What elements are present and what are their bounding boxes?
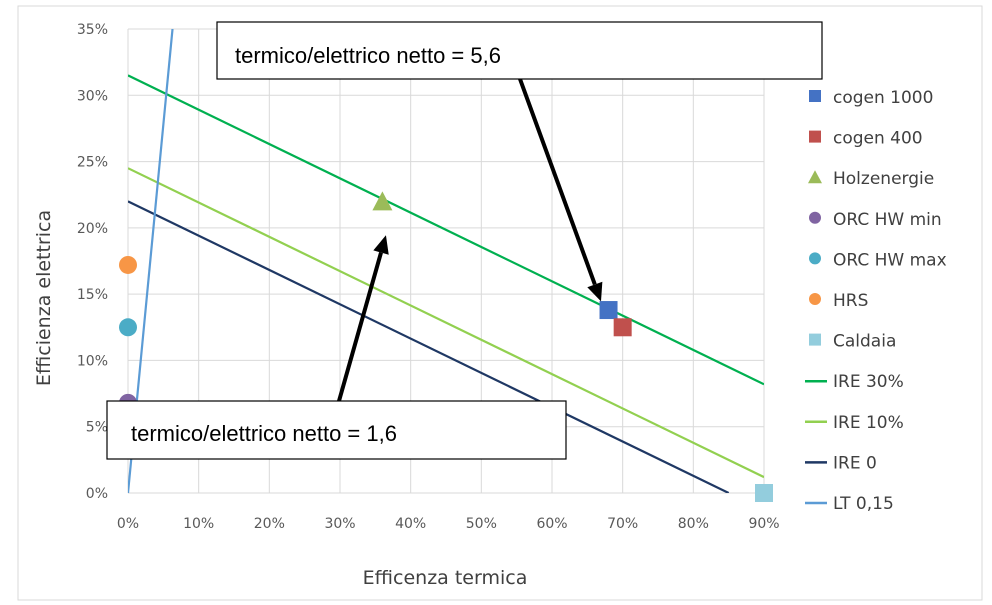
legend-marker-caldaia — [809, 333, 821, 346]
annotation-arrow-top-shaft — [518, 78, 597, 286]
point-orc-hw-max — [119, 318, 137, 337]
line-ire-10 — [128, 167, 764, 479]
y-tick-label: 25% — [77, 155, 108, 171]
legend-label: Caldaia — [833, 332, 896, 352]
annotation-text-bottom: termico/elettrico netto = 1,6 — [131, 421, 397, 446]
x-tick-label: 10% — [183, 516, 214, 532]
legend-marker-cogen-1000 — [809, 90, 821, 102]
legend-marker-hrs — [809, 293, 821, 305]
x-axis-label: Efficenza termica — [363, 567, 528, 589]
x-tick-label: 40% — [395, 516, 426, 532]
legend-marker-orc-hw-min — [809, 211, 821, 224]
series-lines — [128, 29, 764, 493]
point-hrs — [119, 255, 137, 274]
legend-label: ORC HW min — [833, 210, 942, 230]
y-tick-label: 35% — [77, 22, 108, 38]
legend-label: ORC HW max — [833, 250, 947, 270]
y-axis-label: Efficienza elettrica — [33, 210, 55, 386]
y-tick-label: 20% — [77, 221, 108, 237]
x-tick-label: 60% — [536, 516, 567, 532]
legend-marker-orc-hw-max — [809, 252, 821, 265]
legend-label: IRE 0 — [833, 453, 877, 473]
x-tick-label: 0% — [117, 516, 139, 532]
legend-label: HRS — [833, 291, 868, 311]
x-tick-label: 70% — [607, 516, 638, 532]
legend-label: cogen 1000 — [833, 88, 933, 108]
chart-frame — [17, 5, 983, 601]
y-tick-label: 30% — [77, 88, 108, 104]
legend: cogen 1000 cogen 400 Holzenergie ORC HW min… — [805, 88, 947, 514]
x-tick-label: 90% — [748, 516, 779, 532]
annotation-text-top: termico/elettrico netto = 5,6 — [235, 43, 501, 68]
point-cogen-400 — [613, 318, 632, 337]
x-tick-label: 80% — [678, 516, 709, 532]
y-tick-label: 15% — [77, 287, 108, 303]
legend-label: Holzenergie — [833, 169, 934, 189]
y-tick-label: 0% — [86, 486, 108, 502]
point-caldaia — [755, 484, 773, 502]
x-tick-label: 50% — [466, 516, 497, 532]
annotation-arrow-top-head — [587, 281, 603, 302]
legend-label: cogen 400 — [833, 129, 923, 149]
annotation-arrow-bottom-shaft — [337, 252, 383, 402]
line-ire-30 — [128, 74, 764, 386]
point-holzenergie — [372, 191, 393, 211]
y-tick-label: 10% — [77, 353, 108, 369]
legend-label: LT 0,15 — [833, 494, 894, 514]
tick-labels: 0% 5% 10% 15% 20% 25% 30% 35% 0% 10% 20% 30% 40% 50% 6… — [77, 22, 780, 532]
x-tick-label: 30% — [324, 516, 355, 532]
legend-label: IRE 30% — [833, 372, 904, 392]
legend-label: IRE 10% — [833, 413, 904, 433]
line-ire-0 — [128, 200, 730, 493]
y-tick-label: 5% — [86, 420, 108, 436]
x-tick-label: 20% — [254, 516, 285, 532]
annotation-box-top — [216, 21, 823, 80]
annotation-box-bottom — [106, 400, 567, 460]
annotation-arrow-bottom-head — [373, 235, 389, 255]
point-cogen-1000 — [599, 301, 618, 320]
legend-marker-cogen-400 — [809, 130, 821, 143]
legend-marker-holzenergie — [808, 170, 822, 184]
annotations: termico/elettrico netto = 5,6 termico/ele… — [106, 21, 823, 460]
